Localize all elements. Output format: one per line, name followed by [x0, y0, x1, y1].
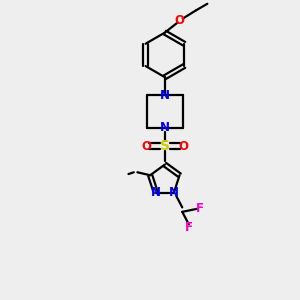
Text: F: F: [196, 202, 203, 215]
Text: N: N: [169, 186, 179, 199]
Text: F: F: [185, 221, 193, 234]
Text: N: N: [160, 121, 170, 134]
Text: S: S: [160, 139, 170, 153]
Text: O: O: [141, 140, 152, 153]
Text: N: N: [160, 88, 170, 101]
Text: O: O: [178, 140, 188, 153]
Text: N: N: [151, 186, 161, 199]
Text: O: O: [175, 14, 185, 27]
